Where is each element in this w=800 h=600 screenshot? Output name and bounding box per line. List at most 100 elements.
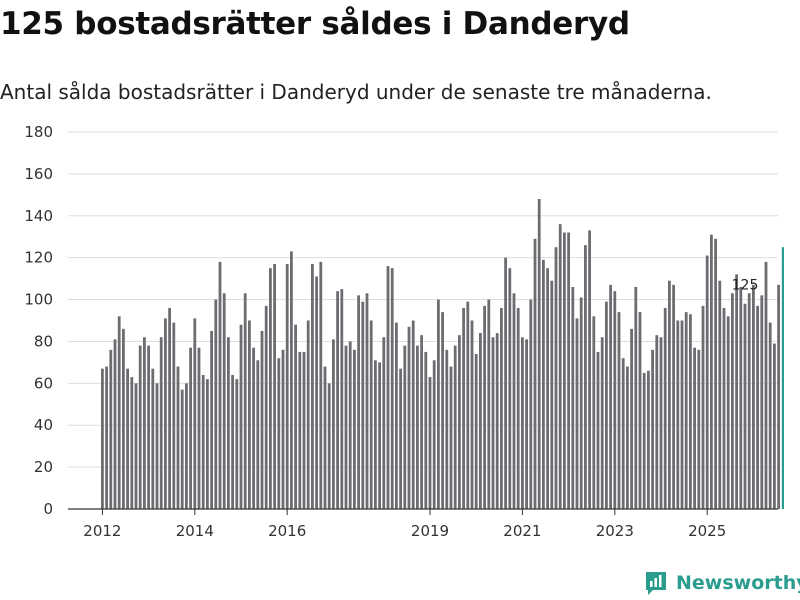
y-tick-label: 0 <box>43 500 53 518</box>
bar <box>449 366 453 509</box>
bar-highlighted <box>781 247 784 509</box>
bar <box>113 339 117 509</box>
bar <box>773 343 776 509</box>
bar <box>710 234 713 509</box>
bar <box>101 368 104 509</box>
bar <box>168 307 171 509</box>
bar <box>197 347 201 509</box>
bar <box>462 307 465 509</box>
bar <box>542 259 545 509</box>
x-tick-label: 2019 <box>411 522 449 540</box>
bar <box>399 368 402 509</box>
bar <box>563 232 566 509</box>
bar <box>386 266 390 509</box>
bar <box>403 345 407 509</box>
bar <box>676 320 680 509</box>
bar <box>546 268 549 509</box>
bar <box>210 330 213 509</box>
bar <box>630 328 633 509</box>
bar <box>726 316 730 509</box>
bar <box>659 337 663 509</box>
bar <box>642 372 646 509</box>
bar <box>680 320 684 509</box>
bar <box>621 358 625 509</box>
bar <box>550 280 554 509</box>
bar <box>441 312 444 509</box>
bar <box>592 316 596 509</box>
bar <box>147 345 150 509</box>
bar <box>571 286 575 509</box>
y-tick-label: 180 <box>24 123 53 141</box>
bar <box>159 337 163 509</box>
bar <box>474 354 478 509</box>
bar <box>596 351 600 509</box>
x-tick-label: 2012 <box>83 522 121 540</box>
bar <box>714 238 717 510</box>
bar <box>647 370 650 509</box>
bar <box>747 293 751 509</box>
y-tick-label: 80 <box>34 332 53 350</box>
bar <box>180 389 184 509</box>
bar <box>302 351 306 509</box>
bar <box>273 263 276 509</box>
bar <box>516 307 520 509</box>
y-tick-label: 140 <box>24 207 53 225</box>
x-tick-label: 2023 <box>596 522 634 540</box>
bar <box>752 284 755 509</box>
x-tick-label: 2016 <box>268 522 306 540</box>
bar <box>269 268 272 509</box>
bar <box>332 339 335 509</box>
bar <box>248 320 251 509</box>
bar <box>693 347 696 509</box>
bar <box>495 333 499 509</box>
bar <box>487 299 491 509</box>
bar <box>575 318 579 509</box>
bar <box>697 349 701 509</box>
bar <box>134 383 138 509</box>
bar <box>311 263 314 509</box>
bar <box>470 320 474 509</box>
bar <box>369 320 373 509</box>
bar <box>500 307 503 509</box>
y-tick-label: 120 <box>24 249 53 267</box>
bar <box>306 320 310 509</box>
bar <box>201 374 205 509</box>
bar <box>453 345 457 509</box>
bar <box>479 333 482 509</box>
x-tick-label: 2014 <box>176 522 214 540</box>
bar <box>336 291 339 509</box>
bar <box>378 362 381 509</box>
x-tick-label: 2025 <box>688 522 726 540</box>
bar <box>718 280 722 509</box>
bar <box>491 337 495 509</box>
y-tick-label: 60 <box>34 374 53 392</box>
bar <box>218 261 222 509</box>
bar <box>445 349 449 509</box>
bar <box>290 251 293 509</box>
y-axis-ticks: 0 20 40 60 80 100 120 140 160 180 <box>24 123 53 518</box>
bar <box>155 383 159 509</box>
bar <box>567 232 570 509</box>
bar <box>525 339 528 509</box>
bar <box>605 301 608 509</box>
bar <box>483 305 486 509</box>
bar <box>668 280 671 509</box>
bar <box>365 293 369 509</box>
bar <box>382 337 386 509</box>
bar <box>777 284 780 509</box>
bar <box>315 276 318 509</box>
bar <box>185 383 188 509</box>
bar <box>764 261 768 509</box>
bar <box>579 297 583 509</box>
bar <box>138 345 142 509</box>
bar <box>651 349 654 509</box>
bar <box>600 337 604 509</box>
bar <box>508 268 512 509</box>
bar <box>437 299 440 509</box>
bar <box>731 293 734 509</box>
bar <box>420 335 423 509</box>
bar <box>533 238 537 510</box>
bar <box>554 247 558 509</box>
bar <box>428 377 432 509</box>
